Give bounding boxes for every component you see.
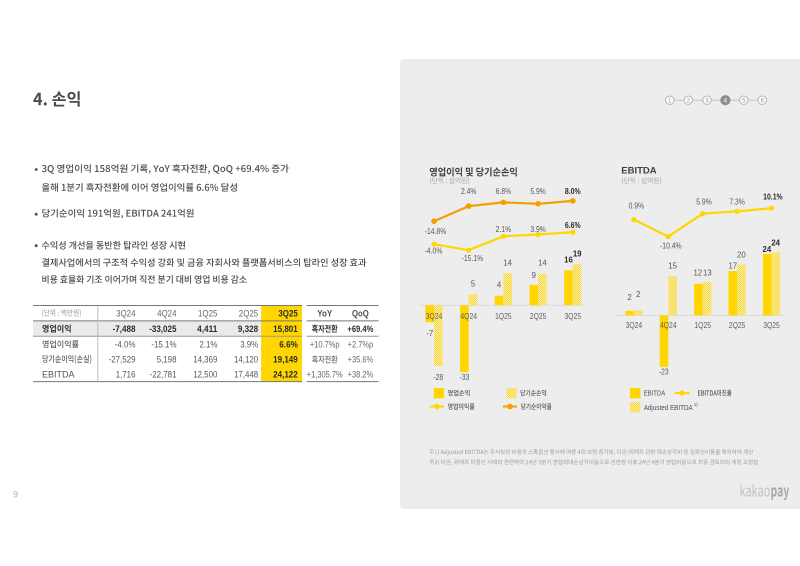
svg-text:6.6%: 6.6% bbox=[565, 221, 581, 230]
svg-text:5: 5 bbox=[742, 97, 746, 104]
svg-text:+35.6%: +35.6% bbox=[348, 355, 374, 365]
svg-text:2.4%: 2.4% bbox=[461, 187, 477, 196]
svg-text:3Q25: 3Q25 bbox=[763, 321, 780, 330]
svg-text:3.9%: 3.9% bbox=[240, 339, 258, 349]
svg-text:+10.7%p: +10.7%p bbox=[310, 339, 340, 349]
svg-text:4,411: 4,411 bbox=[197, 324, 217, 334]
svg-text:5: 5 bbox=[471, 280, 476, 289]
svg-text:+1,305.7%: +1,305.7% bbox=[307, 370, 343, 380]
svg-text:Adjusted EBITDA: Adjusted EBITDA bbox=[644, 403, 693, 412]
svg-text:-4.0%: -4.0% bbox=[425, 246, 443, 255]
svg-text:4: 4 bbox=[497, 280, 502, 289]
svg-text:3: 3 bbox=[705, 97, 709, 104]
svg-text:14: 14 bbox=[503, 259, 512, 268]
svg-text:EBITDA: EBITDA bbox=[621, 166, 657, 177]
svg-text:QoQ: QoQ bbox=[352, 308, 369, 318]
svg-text:-28: -28 bbox=[433, 373, 443, 382]
svg-text:2: 2 bbox=[687, 97, 691, 104]
svg-text:-14.8%: -14.8% bbox=[425, 227, 447, 236]
svg-text:2.1%: 2.1% bbox=[199, 339, 217, 349]
svg-text:-33,025: -33,025 bbox=[149, 324, 176, 334]
svg-text:-33: -33 bbox=[460, 373, 470, 382]
svg-text:6.6%: 6.6% bbox=[279, 339, 298, 349]
svg-text:1,716: 1,716 bbox=[116, 370, 136, 380]
svg-text:-7: -7 bbox=[426, 329, 433, 338]
svg-text:EBITDA: EBITDA bbox=[644, 389, 666, 398]
svg-text:17: 17 bbox=[728, 261, 737, 270]
svg-text:24: 24 bbox=[771, 239, 780, 248]
svg-text:12: 12 bbox=[693, 268, 702, 277]
svg-text:3Q24: 3Q24 bbox=[116, 308, 135, 318]
svg-text:10.1%: 10.1% bbox=[763, 193, 783, 202]
svg-text:2Q25: 2Q25 bbox=[239, 308, 258, 318]
svg-text:17,448: 17,448 bbox=[234, 370, 258, 380]
svg-text:24,122: 24,122 bbox=[273, 370, 298, 380]
svg-text:2Q25: 2Q25 bbox=[729, 321, 746, 330]
svg-text:3Q24: 3Q24 bbox=[426, 312, 443, 321]
svg-text:3Q24: 3Q24 bbox=[626, 321, 643, 330]
svg-text:4Q24: 4Q24 bbox=[460, 312, 477, 321]
svg-text:15,801: 15,801 bbox=[273, 324, 298, 334]
svg-text:2Q25: 2Q25 bbox=[530, 312, 547, 321]
svg-text:YoY: YoY bbox=[317, 308, 332, 318]
svg-text:1Q25: 1Q25 bbox=[694, 321, 711, 330]
svg-text:4Q24: 4Q24 bbox=[660, 321, 677, 330]
svg-text:-15.1%: -15.1% bbox=[462, 254, 484, 263]
svg-text:-4.0%: -4.0% bbox=[115, 339, 136, 349]
svg-text:0.9%: 0.9% bbox=[629, 202, 645, 211]
svg-text:5.9%: 5.9% bbox=[530, 187, 546, 196]
svg-text:+38.2%: +38.2% bbox=[348, 370, 374, 380]
svg-text:16: 16 bbox=[564, 255, 573, 264]
svg-text:3Q25: 3Q25 bbox=[278, 308, 297, 318]
svg-text:-22,781: -22,781 bbox=[150, 370, 177, 380]
svg-text:3Q25: 3Q25 bbox=[565, 312, 582, 321]
svg-text:1Q25: 1Q25 bbox=[495, 312, 512, 321]
svg-text:5,198: 5,198 bbox=[157, 355, 177, 365]
svg-text:15: 15 bbox=[668, 262, 677, 271]
svg-text:9: 9 bbox=[13, 490, 18, 500]
svg-text:5.9%: 5.9% bbox=[696, 198, 712, 207]
svg-text:1): 1) bbox=[694, 402, 699, 407]
svg-text:3.9%: 3.9% bbox=[530, 225, 546, 234]
svg-text:9,328: 9,328 bbox=[238, 324, 258, 334]
svg-text:19,149: 19,149 bbox=[273, 355, 298, 365]
svg-text:2: 2 bbox=[636, 290, 640, 299]
svg-text:4Q24: 4Q24 bbox=[157, 308, 176, 318]
svg-text:-15.1%: -15.1% bbox=[151, 339, 176, 349]
svg-text:9: 9 bbox=[532, 271, 536, 280]
svg-text:8.0%: 8.0% bbox=[565, 187, 581, 196]
svg-text:24: 24 bbox=[763, 245, 772, 254]
svg-text:-23: -23 bbox=[659, 367, 669, 376]
svg-text:1Q25: 1Q25 bbox=[198, 308, 217, 318]
svg-text:+69.4%: +69.4% bbox=[347, 324, 373, 334]
svg-text:1: 1 bbox=[668, 97, 672, 104]
svg-text:2: 2 bbox=[627, 293, 631, 302]
svg-text:4: 4 bbox=[724, 97, 728, 104]
svg-text:14: 14 bbox=[538, 259, 547, 268]
svg-text:14,369: 14,369 bbox=[193, 355, 217, 365]
svg-text:12,500: 12,500 bbox=[193, 370, 217, 380]
svg-text:-27,529: -27,529 bbox=[109, 355, 136, 365]
svg-text:13: 13 bbox=[703, 268, 712, 277]
svg-text:14,120: 14,120 bbox=[234, 355, 258, 365]
svg-text:2.1%: 2.1% bbox=[496, 225, 512, 234]
svg-text:6.8%: 6.8% bbox=[496, 187, 512, 196]
svg-text:EBITDA: EBITDA bbox=[42, 370, 75, 380]
svg-text:-7,488: -7,488 bbox=[113, 324, 136, 334]
svg-text:-10.4%: -10.4% bbox=[660, 242, 682, 251]
svg-text:6: 6 bbox=[761, 97, 765, 104]
svg-text:7.3%: 7.3% bbox=[729, 198, 745, 207]
svg-text:19: 19 bbox=[573, 250, 582, 259]
svg-text:+2.7%p: +2.7%p bbox=[348, 339, 374, 349]
svg-text:20: 20 bbox=[737, 250, 746, 259]
